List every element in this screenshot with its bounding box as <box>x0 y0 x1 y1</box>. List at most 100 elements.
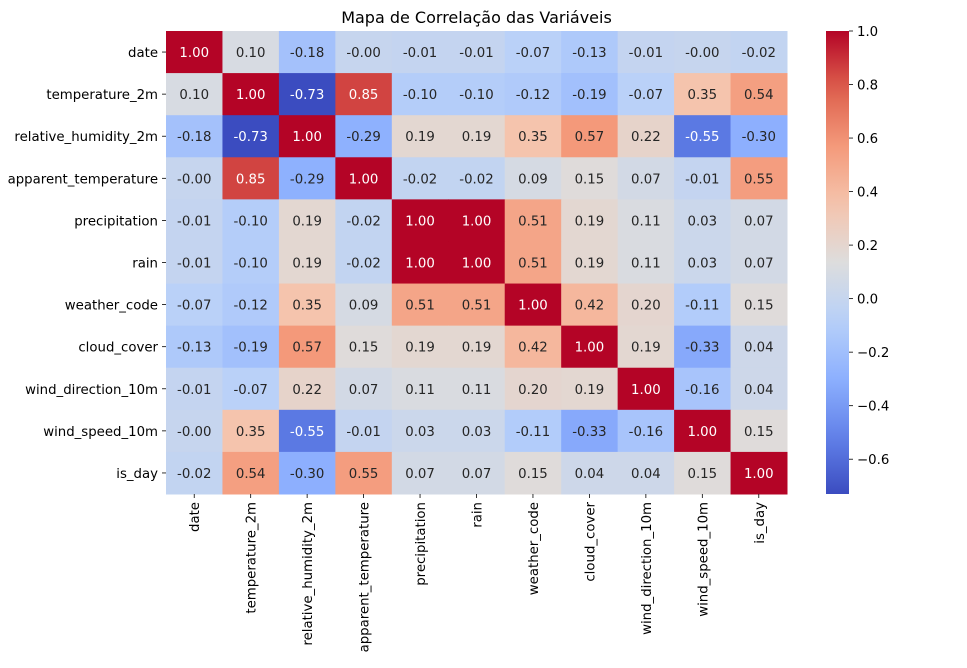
heatmap-cell <box>504 241 562 285</box>
heatmap-cell <box>222 115 280 158</box>
cell-value-label: 1.00 <box>688 425 718 440</box>
cell-value-label: -0.10 <box>233 257 267 272</box>
cell-value-label: -0.29 <box>290 172 324 187</box>
cell-value-label: -0.12 <box>233 299 267 314</box>
cell-value-label: 0.04 <box>744 383 774 398</box>
heatmap-cell <box>730 367 788 411</box>
cell-value-label: 1.00 <box>575 341 605 356</box>
cell-value-label: 0.35 <box>236 425 266 440</box>
cell-value-label: -0.01 <box>177 214 211 229</box>
heatmap-cell <box>391 115 449 158</box>
cell-value-label: 0.55 <box>349 467 379 482</box>
heatmap-cell <box>391 367 449 411</box>
cell-value-label: -0.18 <box>290 46 324 61</box>
heatmap-cell <box>674 409 732 453</box>
heatmap-cell <box>335 451 393 495</box>
heatmap-cell <box>166 241 223 285</box>
heatmap-cell <box>730 409 788 453</box>
heatmap-cell <box>448 241 506 285</box>
heatmap-cell <box>561 367 619 411</box>
cell-value-label: -0.30 <box>742 130 776 145</box>
cell-value-label: -0.30 <box>290 467 324 482</box>
cell-value-label: 0.07 <box>744 214 774 229</box>
heatmap-cell <box>222 31 280 74</box>
colorbar-tick-label: −0.4 <box>857 400 889 415</box>
cell-value-label: -0.00 <box>177 172 211 187</box>
cell-value-label: -0.01 <box>459 46 493 61</box>
cell-value-label: 0.55 <box>744 172 774 187</box>
cell-value-label: 0.19 <box>292 214 322 229</box>
cell-value-label: 0.20 <box>518 383 548 398</box>
heatmap-cell <box>504 115 562 158</box>
heatmap-cell <box>166 157 223 200</box>
row-tick-labels: date temperature_2m relative_humidity_2map… <box>8 46 166 482</box>
heatmap-cell <box>166 199 223 242</box>
heatmap-cells: 1.00 0.10 -0.18 -0.00 -0.01 -0.01 -0.07 -0.13 -0… <box>166 31 788 495</box>
cell-value-label: -0.07 <box>177 299 211 314</box>
row-tick-label: relative_humidity_2m <box>14 130 158 145</box>
cell-value-label: 0.54 <box>236 467 266 482</box>
heatmap-cell <box>278 73 336 116</box>
heatmap-cell <box>278 325 336 369</box>
heatmap-cell <box>222 73 280 116</box>
heatmap-cell <box>278 157 336 200</box>
heatmap-cell <box>335 367 393 411</box>
cell-value-label: -0.07 <box>629 88 663 103</box>
cell-value-label: 0.19 <box>405 341 435 356</box>
heatmap-cell <box>504 325 562 369</box>
cell-value-label: 0.22 <box>292 383 322 398</box>
cell-value-label: -0.19 <box>233 341 267 356</box>
cell-value-label: 0.85 <box>349 88 379 103</box>
cell-value-label: -0.01 <box>685 172 719 187</box>
heatmap-cell <box>335 157 393 200</box>
cell-value-label: 0.03 <box>405 425 435 440</box>
colorbar-tick-label: 0.8 <box>857 79 878 94</box>
cell-value-label: -0.02 <box>403 172 437 187</box>
heatmap-cell <box>222 199 280 242</box>
cell-value-label: -0.07 <box>233 383 267 398</box>
cell-value-label: 0.10 <box>179 88 209 103</box>
heatmap-cell <box>448 409 506 453</box>
cell-value-label: -0.00 <box>346 46 380 61</box>
cell-value-label: 0.51 <box>405 299 435 314</box>
column-tick-labels: date temperature_2m relative_humidity_2m ap… <box>188 494 768 652</box>
heatmap-cell <box>617 31 675 74</box>
heatmap-cell <box>617 115 675 158</box>
cell-value-label: 0.19 <box>631 341 661 356</box>
heatmap-cell <box>222 451 280 495</box>
heatmap-cell <box>335 325 393 369</box>
cell-value-label: 0.04 <box>575 467 605 482</box>
heatmap-cell <box>278 409 336 453</box>
cell-value-label: 0.22 <box>631 130 661 145</box>
cell-value-label: 0.11 <box>631 257 661 272</box>
cell-value-label: 0.20 <box>631 299 661 314</box>
heatmap-cell <box>617 157 675 200</box>
chart-title: Mapa de Correlação das Variáveis <box>341 8 612 27</box>
cell-value-label: 1.00 <box>179 46 209 61</box>
heatmap-cell <box>335 115 393 158</box>
heatmap-cell <box>335 409 393 453</box>
column-tick-label: precipitation <box>414 502 429 586</box>
cell-value-label: -0.01 <box>177 257 211 272</box>
heatmap-cell <box>730 199 788 242</box>
heatmap-cell <box>391 409 449 453</box>
heatmap-cell <box>674 283 732 327</box>
heatmap-cell <box>448 115 506 158</box>
cell-value-label: -0.29 <box>346 130 380 145</box>
cell-value-label: 0.51 <box>518 257 548 272</box>
cell-value-label: -0.55 <box>685 130 719 145</box>
heatmap-cell <box>166 115 223 158</box>
heatmap-cell <box>166 283 223 327</box>
heatmap-cell <box>222 283 280 327</box>
heatmap-cell <box>504 31 562 74</box>
cell-value-label: -0.16 <box>629 425 663 440</box>
cell-value-label: 0.07 <box>462 467 492 482</box>
cell-value-label: -0.00 <box>685 46 719 61</box>
heatmap-cell <box>674 451 732 495</box>
cell-value-label: 0.04 <box>744 341 774 356</box>
heatmap-cell <box>504 367 562 411</box>
heatmap-cell <box>448 31 506 74</box>
cell-value-label: -0.18 <box>177 130 211 145</box>
cell-value-label: 0.03 <box>462 425 492 440</box>
heatmap-cell <box>730 241 788 285</box>
